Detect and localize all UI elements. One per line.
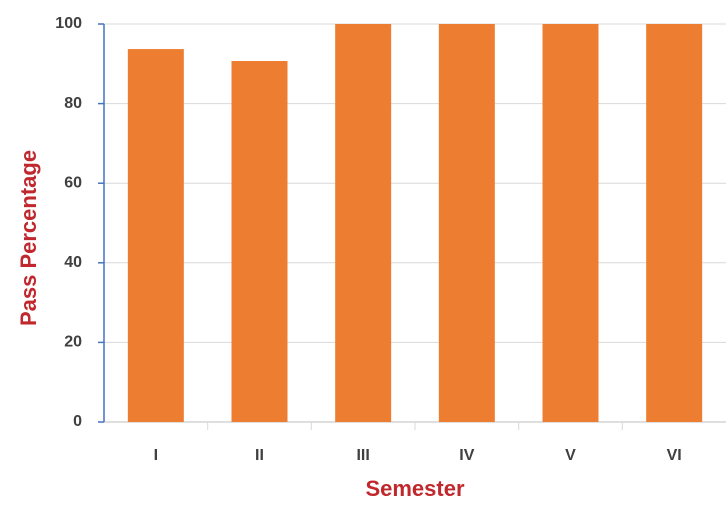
y-axis-title: Pass Percentage xyxy=(16,150,41,326)
x-tick-label: VI xyxy=(667,447,682,464)
y-tick-label: 100 xyxy=(55,15,82,32)
bar xyxy=(438,24,495,422)
y-tick-label: 0 xyxy=(73,413,82,430)
bar xyxy=(231,61,288,422)
bar xyxy=(127,49,184,422)
x-tick-label: III xyxy=(356,447,369,464)
bar xyxy=(646,24,703,422)
x-tick-label: II xyxy=(255,447,264,464)
x-axis-title: Semester xyxy=(365,476,465,501)
y-tick-label: 40 xyxy=(64,254,82,271)
y-tick-label: 20 xyxy=(64,334,82,351)
x-tick-label: IV xyxy=(459,447,474,464)
x-tick-label: V xyxy=(565,447,576,464)
y-tick-label: 60 xyxy=(64,174,82,191)
y-tick-label: 80 xyxy=(64,95,82,112)
bar xyxy=(335,24,392,422)
x-tick-label: I xyxy=(154,447,158,464)
bar xyxy=(542,24,599,422)
